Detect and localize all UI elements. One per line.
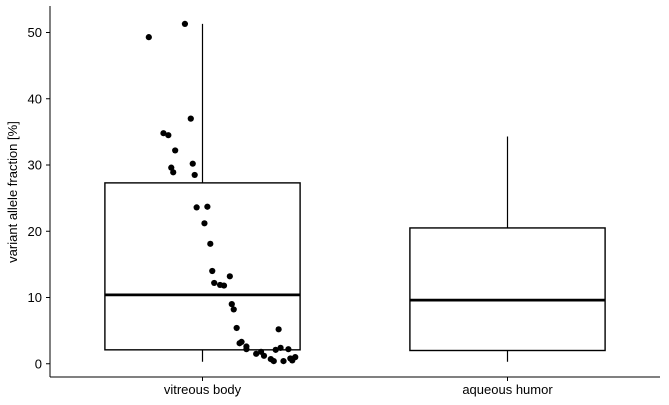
data-point [181,20,189,27]
data-point [168,164,175,171]
data-point [260,352,268,359]
data-point [209,267,216,275]
x-tick-label: aqueous humor [462,382,553,397]
data-point [189,160,196,167]
data-point [170,169,177,176]
y-tick-label: 10 [28,290,42,305]
data-point [238,338,245,345]
y-tick-label: 20 [28,224,42,239]
data-point [230,306,237,313]
y-tick-label: 30 [28,158,42,173]
data-point [292,354,299,361]
data-point [270,358,277,365]
data-point [145,34,152,41]
x-ticks: vitreous body aqueous humor [164,377,553,397]
data-point [187,115,194,122]
data-point [201,220,208,227]
data-point [226,273,233,280]
data-point [193,204,200,211]
data-point [275,326,282,333]
y-tick-label: 50 [28,25,42,40]
y-tick-label: 0 [35,356,42,371]
data-point [277,344,284,351]
y-tick-label: 40 [28,91,42,106]
data-point [228,301,235,308]
data-point [204,203,211,210]
y-axis-title: variant allele fraction [%] [5,121,20,263]
data-point [233,324,240,332]
data-point [280,358,287,365]
data-point [272,346,279,353]
data-point [160,130,167,137]
box-iqr [104,182,301,351]
data-point [220,282,228,289]
data-point [172,147,179,154]
boxes [104,23,606,362]
data-point [191,171,198,179]
data-point [211,279,218,287]
data-points [145,20,299,365]
data-point [165,132,172,139]
data-point [253,350,260,357]
y-ticks: 0 10 20 30 40 50 [28,25,50,371]
x-tick-label: vitreous body [164,382,242,397]
data-point [285,346,292,353]
data-point [243,346,250,353]
data-point [207,240,214,247]
box-iqr [409,227,606,352]
axes [49,6,660,378]
